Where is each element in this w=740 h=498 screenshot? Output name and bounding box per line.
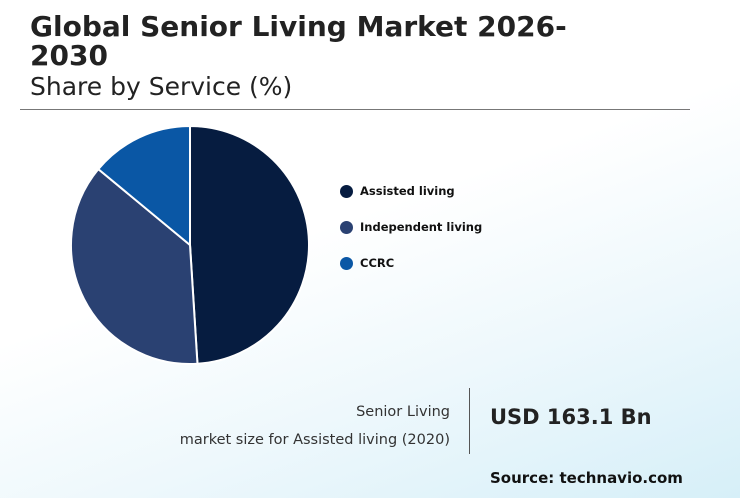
market-label-line-1: Senior Living xyxy=(356,404,450,420)
legend-item: CCRC xyxy=(340,245,482,281)
market-size-label: Senior Living market size for Assisted l… xyxy=(180,398,450,454)
pie-slice-assisted-living xyxy=(189,124,310,365)
legend-item: Independent living xyxy=(340,209,482,245)
legend-swatch xyxy=(340,256,353,270)
pie-slice-independent-living xyxy=(70,167,199,365)
legend-label: CCRC xyxy=(360,256,395,270)
market-size-value: USD 163.1 Bn xyxy=(490,405,652,429)
source-credit: Source: technavio.com xyxy=(490,469,683,487)
chart-subtitle: Share by Service (%) xyxy=(30,72,293,101)
market-label-line-2: market size for Assisted living (2020) xyxy=(179,432,450,448)
market-divider xyxy=(469,388,470,454)
legend-swatch xyxy=(340,184,353,198)
legend-label: Assisted living xyxy=(360,184,455,198)
chart-title: Global Senior Living Market 2026-2030 xyxy=(30,10,567,72)
pie-slice-ccrc xyxy=(96,124,191,248)
legend-label: Independent living xyxy=(360,220,483,234)
legend-swatch xyxy=(340,220,353,234)
title-divider xyxy=(20,109,690,110)
chart-legend: Assisted living Independent living CCRC xyxy=(340,173,482,281)
legend-item: Assisted living xyxy=(340,173,482,209)
